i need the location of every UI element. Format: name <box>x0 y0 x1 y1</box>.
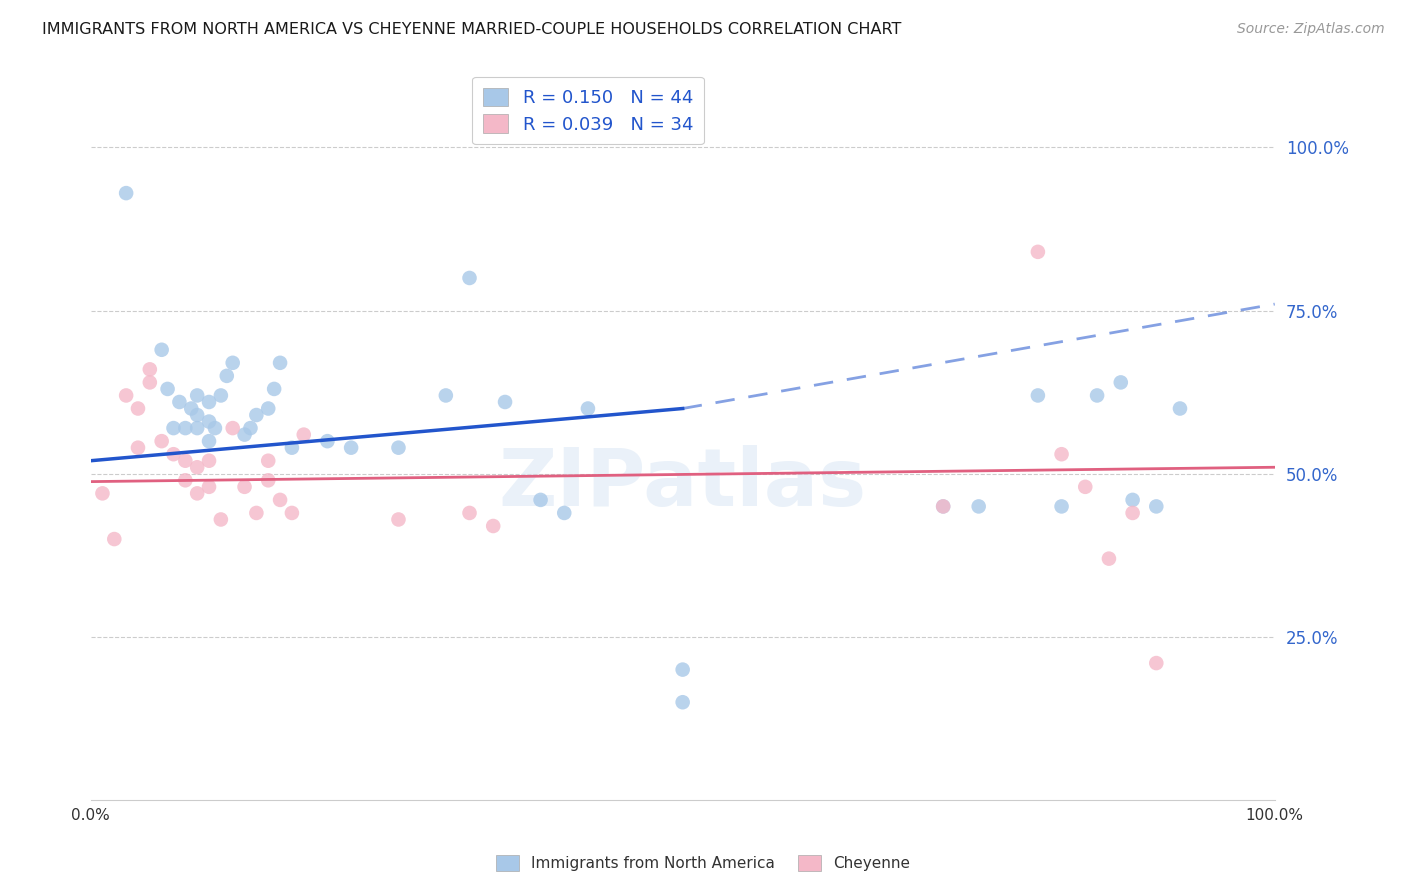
Point <box>204 421 226 435</box>
Point <box>245 408 267 422</box>
Point <box>932 500 955 514</box>
Point <box>529 492 551 507</box>
Point <box>174 473 197 487</box>
Point <box>1109 376 1132 390</box>
Point <box>967 500 990 514</box>
Point <box>174 454 197 468</box>
Point <box>263 382 285 396</box>
Point <box>115 388 138 402</box>
Point <box>269 492 291 507</box>
Point <box>162 421 184 435</box>
Point <box>269 356 291 370</box>
Point <box>458 271 481 285</box>
Point <box>245 506 267 520</box>
Point <box>316 434 339 449</box>
Point <box>233 480 256 494</box>
Point <box>576 401 599 416</box>
Point <box>139 362 162 376</box>
Point <box>1144 500 1167 514</box>
Point <box>387 512 409 526</box>
Point <box>1098 551 1121 566</box>
Point <box>1026 244 1049 259</box>
Point <box>932 500 955 514</box>
Point <box>215 368 238 383</box>
Point <box>186 388 208 402</box>
Point <box>281 506 304 520</box>
Point <box>1122 506 1144 520</box>
Point <box>156 382 179 396</box>
Point <box>1168 401 1191 416</box>
Point <box>186 421 208 435</box>
Point <box>257 401 280 416</box>
Point <box>198 395 221 409</box>
Point <box>209 512 232 526</box>
Point <box>1026 388 1049 402</box>
Text: ZIPatlas: ZIPatlas <box>499 445 866 524</box>
Point <box>553 506 575 520</box>
Legend: R = 0.150   N = 44, R = 0.039   N = 34: R = 0.150 N = 44, R = 0.039 N = 34 <box>472 77 704 145</box>
Point <box>672 695 695 709</box>
Point <box>115 186 138 200</box>
Point <box>174 421 197 435</box>
Text: IMMIGRANTS FROM NORTH AMERICA VS CHEYENNE MARRIED-COUPLE HOUSEHOLDS CORRELATION : IMMIGRANTS FROM NORTH AMERICA VS CHEYENN… <box>42 22 901 37</box>
Point <box>1050 447 1073 461</box>
Point <box>281 441 304 455</box>
Point <box>1085 388 1108 402</box>
Point <box>458 506 481 520</box>
Point <box>672 663 695 677</box>
Legend: Immigrants from North America, Cheyenne: Immigrants from North America, Cheyenne <box>489 849 917 877</box>
Point <box>257 454 280 468</box>
Text: Source: ZipAtlas.com: Source: ZipAtlas.com <box>1237 22 1385 37</box>
Point <box>198 415 221 429</box>
Point <box>257 473 280 487</box>
Point <box>292 427 315 442</box>
Point <box>169 395 191 409</box>
Point <box>494 395 516 409</box>
Point <box>209 388 232 402</box>
Point <box>186 460 208 475</box>
Point <box>387 441 409 455</box>
Point <box>198 454 221 468</box>
Point <box>222 421 245 435</box>
Point <box>1144 656 1167 670</box>
Point <box>482 519 505 533</box>
Point <box>1074 480 1097 494</box>
Point <box>186 408 208 422</box>
Point <box>127 441 149 455</box>
Point <box>198 480 221 494</box>
Point <box>139 376 162 390</box>
Point <box>186 486 208 500</box>
Point <box>1050 500 1073 514</box>
Point <box>222 356 245 370</box>
Point <box>233 427 256 442</box>
Point <box>162 447 184 461</box>
Point <box>434 388 457 402</box>
Point <box>150 343 173 357</box>
Point <box>103 532 125 546</box>
Point <box>340 441 363 455</box>
Point <box>150 434 173 449</box>
Point <box>91 486 114 500</box>
Point <box>180 401 202 416</box>
Point <box>1122 492 1144 507</box>
Point <box>127 401 149 416</box>
Point <box>239 421 262 435</box>
Point <box>198 434 221 449</box>
